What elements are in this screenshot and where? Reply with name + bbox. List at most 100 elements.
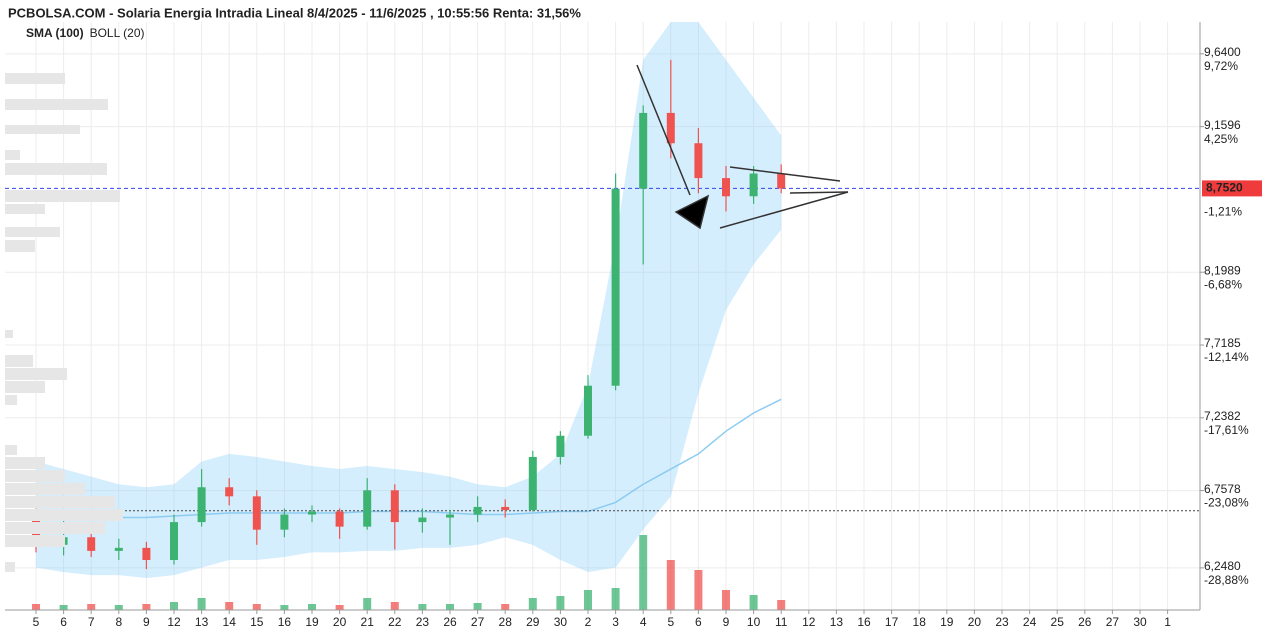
candle-body (390, 490, 399, 523)
x-tick-label: 13 (195, 615, 209, 629)
x-tick-label: 27 (471, 615, 485, 629)
x-tick-label: 12 (167, 615, 181, 629)
x-tick-label: 7 (88, 615, 95, 629)
candle-body (418, 517, 427, 523)
volume-bar (59, 605, 68, 610)
legend-entry: BOLL (20) (90, 26, 145, 40)
bollinger-band (36, 22, 782, 579)
legend-entry: SMA (100) (26, 26, 84, 40)
x-tick-label: 24 (1023, 615, 1037, 629)
sma-line (35, 398, 782, 519)
volume-bar (280, 605, 289, 610)
candle-body (87, 537, 96, 551)
x-tick-label: 18 (913, 615, 927, 629)
candle-body (197, 487, 206, 523)
volume-bar (611, 588, 620, 610)
y2-tick-label: -28,88% (1204, 573, 1249, 587)
volume-bar (335, 605, 344, 610)
y2-tick-label: 9,72% (1204, 59, 1238, 73)
x-tick-label: 4 (640, 615, 647, 629)
x-tick-label: 30 (554, 615, 568, 629)
volume-bar (363, 598, 372, 610)
candle-body (114, 547, 123, 551)
candle-body (335, 511, 344, 527)
volume-bar (114, 605, 123, 610)
volume-bar (87, 604, 96, 610)
volume-bar (584, 590, 592, 610)
candle-body (225, 487, 234, 497)
volume-bar (722, 590, 730, 610)
x-tick-label: 28 (499, 615, 513, 629)
volume-profile (5, 73, 123, 572)
x-tick-label: 5 (667, 615, 674, 629)
x-tick-label: 10 (747, 615, 761, 629)
volume-bar (170, 602, 178, 610)
candle-body (584, 385, 592, 436)
volume-bar (390, 602, 399, 610)
candle-body (777, 173, 786, 189)
x-tick-label: 5 (33, 615, 40, 629)
volume-bar (446, 604, 454, 610)
x-tick-label: 6 (60, 615, 67, 629)
candle-body (501, 506, 510, 510)
y-tick-label: 9,1596 (1204, 118, 1241, 132)
annotations (636, 64, 849, 230)
y-tick-label: 7,7185 (1204, 336, 1241, 350)
x-tick-label: 9 (143, 615, 150, 629)
volume-bar (197, 598, 206, 610)
y2-tick-label: -17,61% (1204, 423, 1249, 437)
x-tick-label: 14 (223, 615, 237, 629)
x-tick-label: 15 (250, 615, 264, 629)
y-tick-label: 8,1989 (1204, 263, 1241, 277)
volume-bar (639, 535, 648, 610)
current-price-tag (1202, 180, 1262, 197)
x-tick-label: 17 (885, 615, 899, 629)
x-tick-label: 6 (695, 615, 702, 629)
candle-body (363, 490, 372, 527)
x-tick-label: 25 (1051, 615, 1065, 629)
volume-bar (777, 600, 786, 610)
y-tick-label: 7,2382 (1204, 409, 1241, 423)
x-tick-label: 16 (857, 615, 871, 629)
volume-bar (225, 602, 234, 610)
volume-bar (666, 560, 675, 610)
volume-bar (142, 604, 151, 610)
current-price-label: 8,7520 (1206, 181, 1243, 195)
x-tick-label: 23 (995, 615, 1009, 629)
candle-body (749, 173, 758, 197)
y-tick-label: 6,2480 (1204, 559, 1241, 573)
x-tick-label: 9 (723, 615, 730, 629)
candle-body (611, 188, 620, 386)
candle-body (170, 522, 178, 560)
y-tick-label: 9,6400 (1204, 45, 1241, 59)
x-tick-label: 20 (333, 615, 347, 629)
volume-bar (501, 604, 510, 610)
candle-body (556, 435, 565, 457)
candle-body (722, 178, 730, 197)
volume-bar (32, 604, 40, 610)
y2-tick-label: -23,08% (1204, 496, 1249, 510)
candle-body (666, 112, 675, 144)
x-tick-label: 27 (1106, 615, 1120, 629)
x-tick-label: 19 (305, 615, 319, 629)
y2-tick-label: -6,68% (1204, 277, 1242, 291)
candle-body (473, 506, 482, 515)
x-tick-label: 12 (802, 615, 816, 629)
volume-bar (556, 596, 565, 610)
x-tick-label: 20 (968, 615, 982, 629)
volume-bar (749, 595, 758, 610)
volume-bar (528, 598, 537, 610)
x-tick-label: 21 (361, 615, 375, 629)
volume-bar (418, 604, 427, 610)
x-tick-label: 16 (278, 615, 292, 629)
x-tick-label: 2 (585, 615, 592, 629)
candle-body (528, 456, 537, 510)
volume-bar (473, 603, 482, 610)
x-tick-label: 8 (115, 615, 122, 629)
y2-tick-label: -12,14% (1204, 350, 1249, 364)
y2-tick-label: 4,25% (1204, 132, 1238, 146)
x-tick-label: 1 (1164, 615, 1171, 629)
candle-body (639, 112, 648, 189)
